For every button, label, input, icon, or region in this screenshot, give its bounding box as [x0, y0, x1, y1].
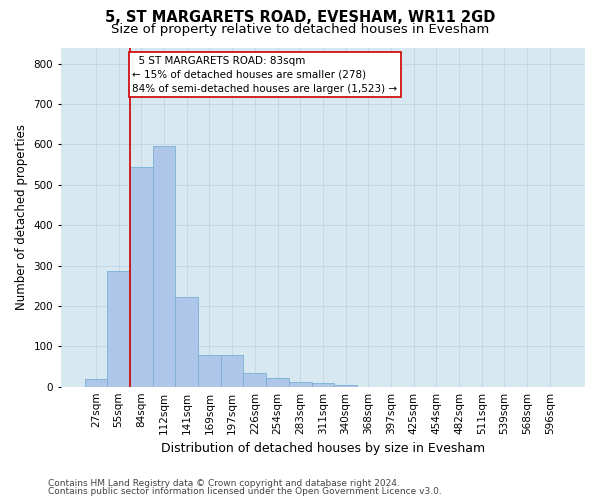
Bar: [244, 374, 266, 386]
Bar: [107, 271, 130, 386]
Bar: [221, 355, 244, 386]
Bar: [153, 146, 175, 386]
Bar: [289, 382, 311, 386]
X-axis label: Distribution of detached houses by size in Evesham: Distribution of detached houses by size …: [161, 442, 485, 455]
Bar: [130, 168, 153, 386]
Bar: [175, 297, 198, 386]
Text: 5, ST MARGARETS ROAD, EVESHAM, WR11 2GD: 5, ST MARGARETS ROAD, EVESHAM, WR11 2GD: [105, 10, 495, 25]
Text: 5 ST MARGARETS ROAD: 83sqm
← 15% of detached houses are smaller (278)
84% of sem: 5 ST MARGARETS ROAD: 83sqm ← 15% of deta…: [132, 56, 397, 94]
Bar: [198, 355, 221, 386]
Bar: [311, 384, 334, 386]
Bar: [334, 384, 357, 386]
Text: Contains HM Land Registry data © Crown copyright and database right 2024.: Contains HM Land Registry data © Crown c…: [48, 478, 400, 488]
Bar: [85, 378, 107, 386]
Text: Size of property relative to detached houses in Evesham: Size of property relative to detached ho…: [111, 22, 489, 36]
Bar: [266, 378, 289, 386]
Text: Contains public sector information licensed under the Open Government Licence v3: Contains public sector information licen…: [48, 487, 442, 496]
Y-axis label: Number of detached properties: Number of detached properties: [15, 124, 28, 310]
